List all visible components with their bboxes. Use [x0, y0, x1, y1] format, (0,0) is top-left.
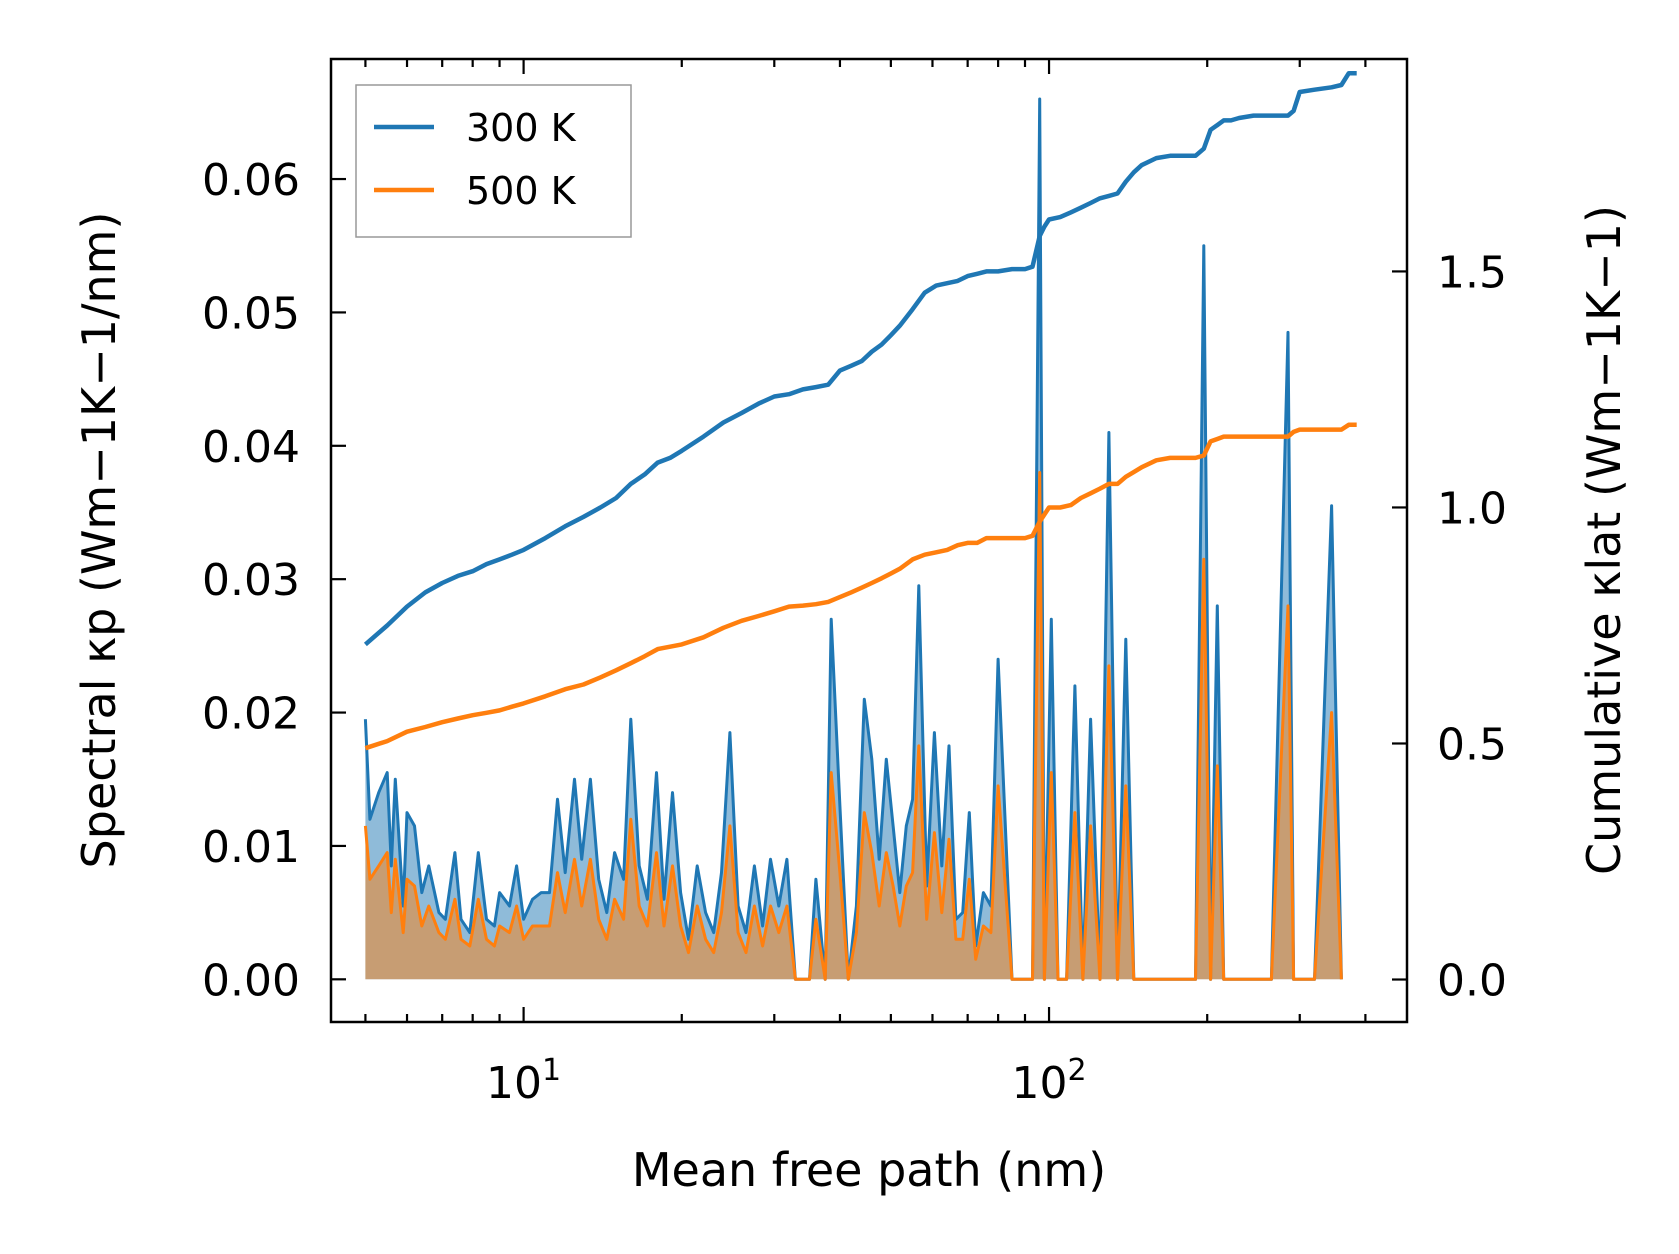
y-right-tick-label: 0.5 [1437, 719, 1507, 770]
y-left-tick-label: 0.01 [202, 822, 300, 873]
legend-label-300k: 300 K [466, 106, 577, 150]
legend: 300 K 500 K [355, 84, 632, 238]
y-left-tick-label: 0.06 [202, 155, 300, 206]
legend-label-500k: 500 K [466, 169, 577, 213]
cumulative-layer [363, 70, 1357, 751]
y-left-tick-label: 0.05 [202, 288, 300, 339]
x-tick-label: 101 [486, 1053, 561, 1109]
y-left-tick-label: 0.02 [202, 689, 300, 740]
y-left-tick-label: 0.04 [202, 422, 300, 473]
legend-frame [355, 84, 632, 238]
y-axis-left-title: Spectral κp (Wm−1K−1/nm) [72, 212, 126, 869]
tick-layer: 101 102 0.00 0.01 0.02 0.03 0.04 0.05 0.06 0.0 0.5… [202, 59, 1507, 1109]
y-axis-right-title: Cumulative κlat (Wm−1K−1) [1577, 205, 1631, 875]
spectral-line-500k [363, 471, 1343, 981]
y-right-tick-label: 0.0 [1437, 956, 1507, 1007]
y-right-tick-label: 1.0 [1437, 483, 1507, 534]
cumulative-line-300k [363, 70, 1357, 647]
y-right-tick-label: 1.5 [1437, 247, 1507, 298]
plot-frame [329, 57, 1409, 1024]
y-left-tick-label: 0.00 [202, 955, 300, 1006]
spectral-layer [363, 97, 1343, 981]
cumulative-line-500k [364, 422, 1357, 751]
y-left-tick-label: 0.03 [202, 555, 300, 606]
x-tick-label: 102 [1011, 1053, 1086, 1109]
x-axis-title: Mean free path (nm) [632, 1143, 1106, 1197]
